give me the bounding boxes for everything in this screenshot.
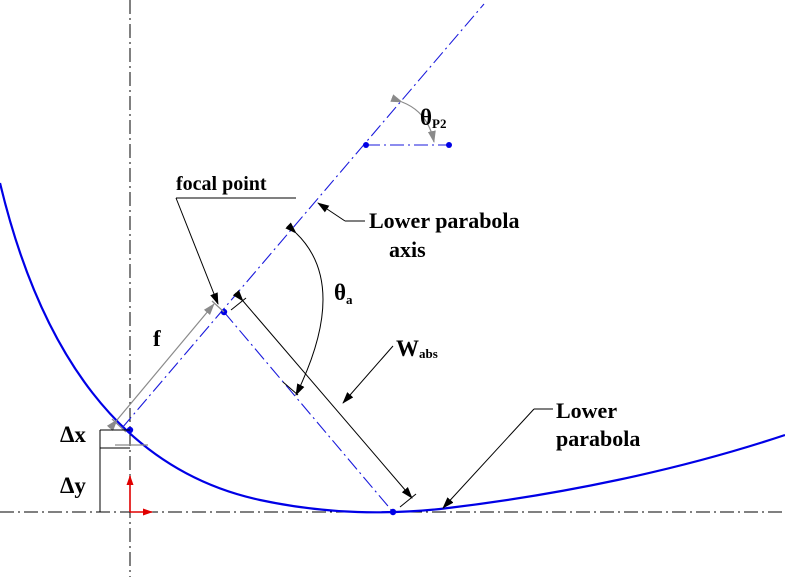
axis-label-leader-diag bbox=[317, 202, 346, 222]
f-label: f bbox=[153, 326, 161, 351]
focal-to-vertex-line bbox=[223, 311, 394, 513]
delta-x-label: Δx bbox=[60, 422, 86, 447]
wabs-extension-top bbox=[230, 297, 247, 311]
lower-parabola-label-line1: Lower bbox=[556, 398, 617, 423]
focal-point-label: focal point bbox=[176, 173, 267, 195]
lower-parabola-curve bbox=[0, 182, 785, 514]
wabs-subscript: abs bbox=[419, 346, 438, 361]
theta-p2-symbol: θ bbox=[420, 105, 432, 130]
wabs-dimension-line bbox=[232, 290, 413, 499]
parabola-label-leader-diag bbox=[442, 408, 535, 509]
lower-parabola-axis-label-line1: Lower parabola bbox=[369, 208, 520, 233]
f-dimension-line bbox=[106, 303, 215, 432]
delta-y-label: Δy bbox=[60, 473, 86, 498]
theta-p2-arc bbox=[390, 94, 436, 143]
theta-p2-label: θP2 bbox=[420, 105, 446, 131]
vertex-point-marker bbox=[389, 508, 397, 516]
lower-parabola-label-line2: parabola bbox=[556, 426, 640, 451]
theta-a-arc bbox=[285, 222, 324, 396]
theta-a-extension bbox=[282, 381, 299, 396]
theta-a-subscript: a bbox=[346, 292, 353, 307]
lower-parabola-axis-line bbox=[121, 3, 485, 429]
wabs-symbol: W bbox=[396, 336, 419, 361]
wabs-extension-bottom bbox=[399, 493, 417, 508]
theta-p2-subscript: P2 bbox=[432, 116, 446, 131]
wabs-label: Wabs bbox=[396, 336, 438, 361]
theta-a-label: θa bbox=[334, 280, 353, 307]
lower-parabola-axis-label-line2: axis bbox=[389, 237, 426, 262]
theta-p2-point-right bbox=[446, 142, 452, 148]
focal-point-leader bbox=[175, 197, 219, 305]
wabs-leader bbox=[342, 345, 394, 404]
theta-p2-point-left bbox=[363, 142, 369, 148]
theta-a-symbol: θ bbox=[334, 280, 346, 305]
